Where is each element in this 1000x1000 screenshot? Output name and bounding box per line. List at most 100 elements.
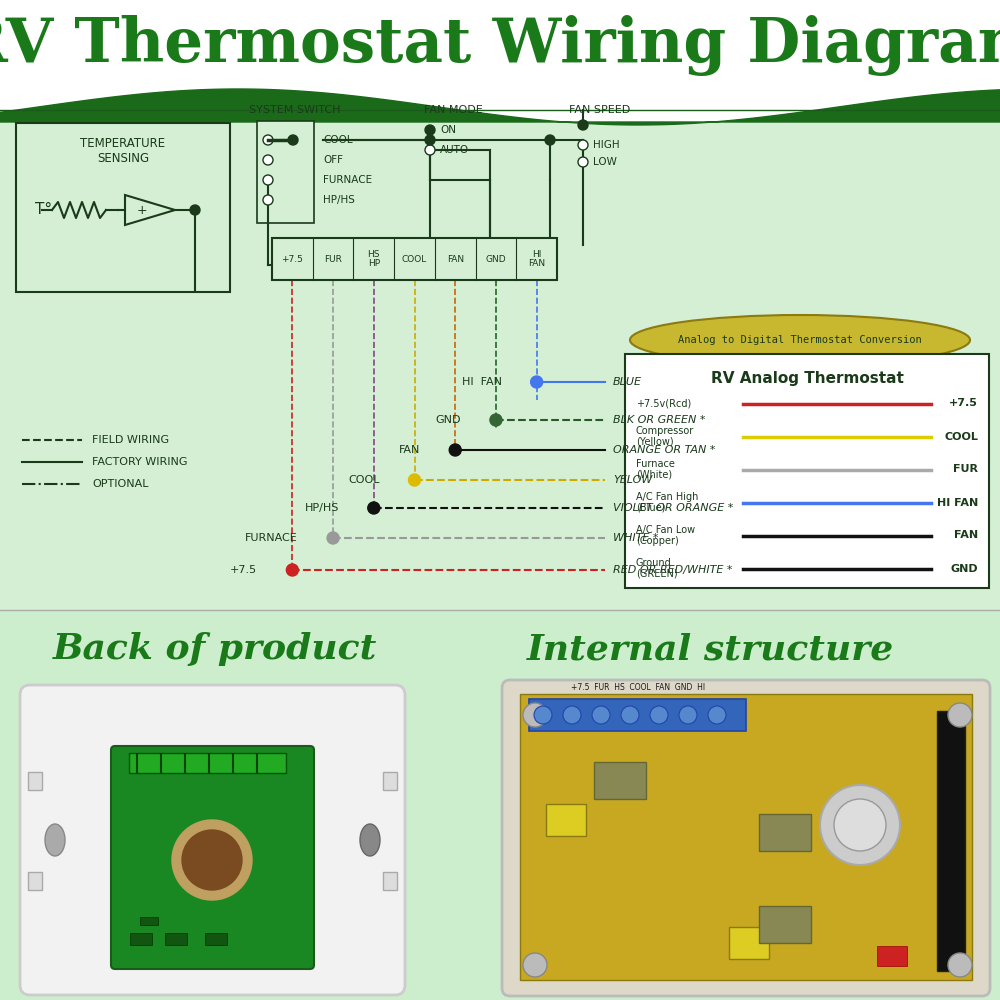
FancyBboxPatch shape [759,814,811,851]
FancyBboxPatch shape [111,746,314,969]
Circle shape [263,155,273,165]
Circle shape [834,799,886,851]
Circle shape [425,135,435,145]
FancyBboxPatch shape [0,110,1000,610]
Text: FAN: FAN [399,445,420,455]
Circle shape [449,444,461,456]
Text: COOL: COOL [944,432,978,442]
Text: Compressor
(Yellow): Compressor (Yellow) [636,426,694,447]
Circle shape [650,706,668,724]
Text: TEMPERATURE
SENSING: TEMPERATURE SENSING [80,137,166,165]
Text: WHITE *: WHITE * [613,533,658,543]
FancyBboxPatch shape [130,933,152,945]
Text: FUR: FUR [953,464,978,475]
Circle shape [190,205,200,215]
Text: RV Thermostat Wiring Diagram: RV Thermostat Wiring Diagram [0,14,1000,76]
Text: A/C Fan High
(Blue): A/C Fan High (Blue) [636,492,698,513]
Text: FACTORY WIRING: FACTORY WIRING [92,457,188,467]
Text: HP/HS: HP/HS [304,503,339,513]
FancyBboxPatch shape [16,123,230,292]
Text: FAN SPEED: FAN SPEED [569,105,631,115]
FancyBboxPatch shape [877,946,907,966]
FancyBboxPatch shape [729,927,769,959]
Text: A/C Fan Low
(Copper): A/C Fan Low (Copper) [636,525,695,546]
Circle shape [288,135,298,145]
FancyBboxPatch shape [28,772,42,790]
Text: Internal structure: Internal structure [526,632,894,666]
Circle shape [563,706,581,724]
Circle shape [679,706,697,724]
FancyBboxPatch shape [205,933,227,945]
Text: Furnace
(White): Furnace (White) [636,459,675,480]
Text: +7.5: +7.5 [281,254,303,263]
FancyBboxPatch shape [937,711,965,971]
Text: HIGH: HIGH [593,140,620,150]
FancyBboxPatch shape [20,685,405,995]
Circle shape [578,120,588,130]
Circle shape [592,706,610,724]
Circle shape [820,785,900,865]
Circle shape [172,820,252,900]
Circle shape [531,376,543,388]
Text: COOL: COOL [323,135,353,145]
Text: Back of product: Back of product [53,632,377,666]
FancyBboxPatch shape [529,699,746,731]
Circle shape [534,706,552,724]
FancyBboxPatch shape [383,772,397,790]
Circle shape [409,474,420,486]
Circle shape [327,532,339,544]
FancyBboxPatch shape [129,753,286,773]
FancyBboxPatch shape [759,906,811,943]
Text: YELOW: YELOW [613,475,652,485]
Text: GND: GND [486,254,506,263]
Text: FUR: FUR [324,254,342,263]
FancyBboxPatch shape [520,694,972,980]
FancyBboxPatch shape [594,762,646,799]
Text: SYSTEM SWITCH: SYSTEM SWITCH [249,105,341,115]
Circle shape [182,830,242,890]
Text: HI  FAN: HI FAN [462,377,502,387]
FancyBboxPatch shape [625,354,989,588]
Text: Ground
(GREEN): Ground (GREEN) [636,558,678,579]
Text: FURNACE: FURNACE [245,533,298,543]
FancyBboxPatch shape [502,680,990,996]
Circle shape [523,953,547,977]
Text: HS
HP: HS HP [368,250,380,268]
Text: +: + [137,204,147,217]
Text: COOL: COOL [348,475,380,485]
Text: GND: GND [435,415,461,425]
Text: T°: T° [35,202,52,218]
FancyBboxPatch shape [28,872,42,890]
Text: AUTO: AUTO [440,145,469,155]
FancyBboxPatch shape [0,0,1000,110]
Text: RED OR RED/WHITE *: RED OR RED/WHITE * [613,565,732,575]
Circle shape [425,125,435,135]
Text: OPTIONAL: OPTIONAL [92,479,148,489]
FancyBboxPatch shape [383,872,397,890]
Text: HI
FAN: HI FAN [528,250,545,268]
Circle shape [578,157,588,167]
Text: ON: ON [440,125,456,135]
FancyBboxPatch shape [165,933,187,945]
Text: +7.5: +7.5 [230,565,257,575]
FancyBboxPatch shape [546,804,586,836]
Circle shape [368,502,380,514]
Circle shape [621,706,639,724]
Circle shape [263,175,273,185]
Circle shape [948,703,972,727]
Circle shape [263,135,273,145]
FancyBboxPatch shape [140,917,158,925]
Text: HI FAN: HI FAN [937,497,978,508]
Text: +7.5  FUR  HS  COOL  FAN  GND  HI: +7.5 FUR HS COOL FAN GND HI [571,683,705,692]
Text: +7.5: +7.5 [949,398,978,408]
Circle shape [578,140,588,150]
Text: ORANGE OR TAN *: ORANGE OR TAN * [613,445,716,455]
Text: FURNACE: FURNACE [323,175,372,185]
Text: FIELD WIRING: FIELD WIRING [92,435,169,445]
Text: OFF: OFF [323,155,343,165]
Circle shape [263,195,273,205]
FancyBboxPatch shape [0,610,1000,1000]
Circle shape [948,953,972,977]
Text: RV Analog Thermostat: RV Analog Thermostat [711,371,903,386]
Circle shape [490,414,502,426]
